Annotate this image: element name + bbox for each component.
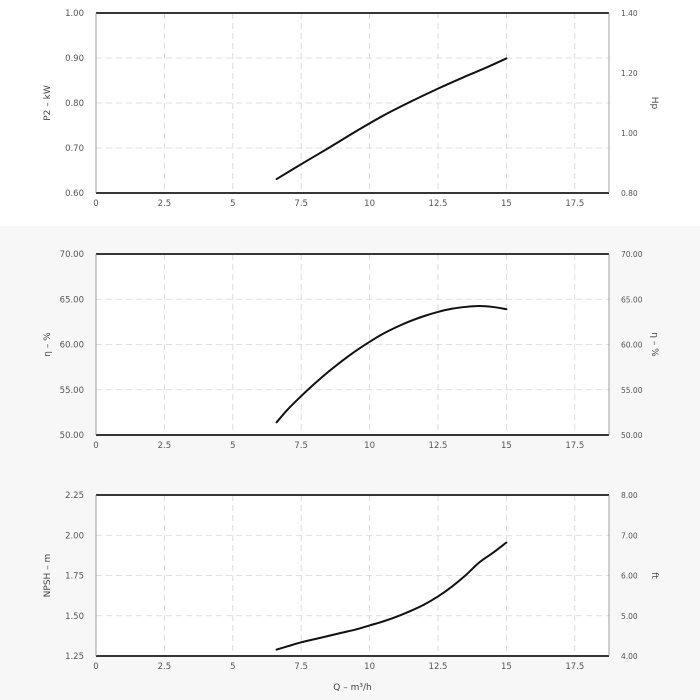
- x-tick-label: 15: [501, 441, 512, 451]
- x-tick-label: 2.5: [158, 662, 172, 672]
- chart-panel-1: 0 2.5 5 7.5 10 12.5 15 17.5 0.60 0.70 0.80 0.90 1.00…: [43, 9, 659, 209]
- y-tick-label: 1.00: [65, 9, 84, 19]
- y2-tick-label: 60.00: [621, 341, 643, 350]
- y-tick-label: 1.25: [65, 652, 84, 662]
- x-tick-label: 15: [501, 662, 512, 672]
- x-tick-label: 0: [93, 441, 98, 451]
- y-tick-label: 2.25: [65, 491, 84, 501]
- y2-tick-label: 4.00: [621, 652, 638, 661]
- x-tick-label: 17.5: [565, 662, 584, 672]
- x-tick-label: 17.5: [565, 441, 584, 451]
- y-tick-label: 1.75: [65, 572, 84, 582]
- plot-area: [96, 13, 609, 193]
- y-tick-label: 60.00: [60, 341, 84, 351]
- y-tick-label: 55.00: [60, 386, 84, 396]
- series-line: [275, 305, 508, 424]
- x-tick-label: 17.5: [565, 199, 584, 209]
- x-tick-label: 15: [501, 199, 512, 209]
- y2-tick-label: 65.00: [621, 295, 643, 304]
- chart-panel-3: 0 2.5 5 7.5 10 12.5 15 17.5 1.25 1.50 1.75 2.00 2.25…: [43, 491, 659, 693]
- chart-panel-2: 0 2.5 5 7.5 10 12.5 15 17.5 50.00 55.00 60.00 65.00…: [43, 250, 659, 451]
- series-line: [275, 57, 508, 181]
- y-tick-label: 0.80: [65, 99, 84, 109]
- y2-axis-label: η – %: [649, 332, 659, 357]
- x-tick-label: 12.5: [429, 199, 448, 209]
- x-tick-label: 10: [364, 441, 375, 451]
- y-tick-label: 0.70: [65, 144, 84, 154]
- y-axis-label: NPSH – m: [43, 554, 53, 598]
- y2-axis-label: Hp: [649, 97, 659, 110]
- y-axis-label: P2 – kW: [43, 85, 53, 121]
- x-tick-label: 5: [230, 662, 235, 672]
- y2-tick-label: 1.00: [621, 129, 638, 138]
- y2-tick-label: 55.00: [621, 386, 643, 395]
- x-tick-label: 12.5: [429, 441, 448, 451]
- y2-tick-label: 8.00: [621, 491, 638, 500]
- y2-tick-label: 1.40: [621, 9, 638, 18]
- x-tick-label: 10: [364, 199, 375, 209]
- y2-tick-label: 5.00: [621, 612, 638, 621]
- x-tick-label: 2.5: [158, 441, 172, 451]
- y2-axis-label: ft: [649, 572, 659, 579]
- y-tick-label: 50.00: [60, 431, 84, 441]
- y2-tick-label: 1.20: [621, 69, 638, 78]
- y2-tick-label: 50.00: [621, 431, 643, 440]
- y-tick-label: 0.90: [65, 54, 84, 64]
- x-tick-label: 10: [364, 662, 375, 672]
- y2-tick-label: 0.80: [621, 189, 638, 198]
- y2-tick-label: 6.00: [621, 572, 638, 581]
- y-tick-label: 70.00: [60, 250, 84, 260]
- x-tick-label: 0: [93, 199, 98, 209]
- x-tick-label: 5: [230, 199, 235, 209]
- plot-area: [96, 254, 609, 435]
- x-tick-label: 7.5: [294, 662, 308, 672]
- y2-tick-label: 70.00: [621, 250, 643, 259]
- x-tick-label: 2.5: [158, 199, 172, 209]
- y-axis-label: η – %: [43, 332, 53, 357]
- x-tick-label: 5: [230, 441, 235, 451]
- plot-area: [96, 495, 609, 656]
- y-tick-label: 2.00: [65, 531, 84, 541]
- x-tick-label: 7.5: [294, 441, 308, 451]
- x-axis-label: Q – m³/h: [333, 683, 371, 693]
- x-tick-label: 12.5: [429, 662, 448, 672]
- y-tick-label: 1.50: [65, 612, 84, 622]
- x-tick-label: 0: [93, 662, 98, 672]
- x-tick-label: 7.5: [294, 199, 308, 209]
- y2-tick-label: 7.00: [621, 531, 638, 540]
- y-tick-label: 0.60: [65, 189, 84, 199]
- y-tick-label: 65.00: [60, 295, 84, 305]
- series-line: [275, 541, 508, 651]
